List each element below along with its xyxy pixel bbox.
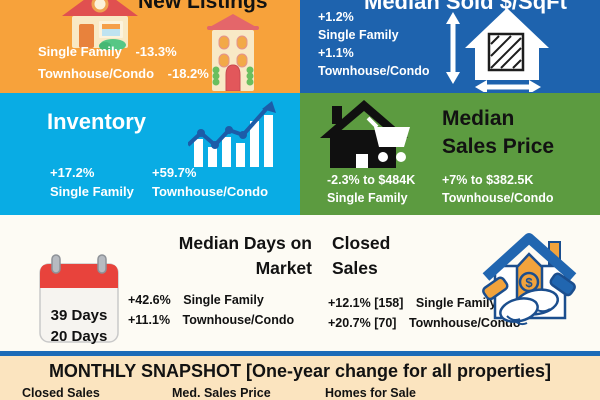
inventory-title: Inventory [47, 109, 147, 134]
panel-inventory: Inventory +17.2% Single Family +59.7% To… [0, 93, 300, 215]
stat-value: +59.7% [152, 165, 197, 180]
footer-col-med-sales-price: Med. Sales Price [172, 386, 271, 400]
stat-label: Single Family [183, 293, 264, 307]
sqft-stat-single-family: +1.2% Single Family [318, 10, 399, 43]
stat-label: Townhouse/Condo [38, 66, 155, 81]
inventory-stat-single-family: +17.2% Single Family [50, 165, 134, 199]
inventory-stat-townhouse: +59.7% Townhouse/Condo [152, 165, 268, 199]
stat-label: Single Family [327, 191, 408, 205]
closed-stat-townhouse: +20.7% [70] Townhouse/Condo [328, 316, 521, 330]
stat-label: Townhouse/Condo [182, 313, 295, 327]
svg-text:$: $ [525, 275, 533, 290]
sold-house-handshake-icon: $ [482, 233, 577, 326]
panel-new-listings: New Listings Single Family -13.3% Townho… [0, 0, 300, 93]
closed-sales-title: Closed Sales [332, 233, 391, 279]
footer-col-homes-for-sale: Homes for Sale [325, 386, 417, 400]
days-stat-townhouse: +11.1% Townhouse/Condo [128, 313, 294, 327]
house-icon [62, 0, 138, 50]
stat-label: Townhouse/Condo [442, 191, 554, 205]
stat-value: +7% to $382.5K [442, 173, 534, 187]
price-stat-single-family: -2.3% to $484K Single Family [327, 173, 415, 206]
price-stat-townhouse: +7% to $382.5K Townhouse/Condo [442, 173, 554, 206]
calendar-icon [39, 254, 119, 343]
stat-value: +11.1% [128, 313, 171, 327]
stat-value: +1.1% [318, 46, 354, 60]
days-stat-single-family: +42.6% Single Family [128, 293, 264, 307]
stat-value: +42.6% [128, 293, 171, 307]
footer-col-closed-sales: Closed Sales [22, 386, 100, 400]
bottom-stats-row: 39 Days 20 Days Median Days on Market +4… [0, 215, 600, 351]
calendar-days-townhouse: 20 Days [50, 328, 108, 345]
monthly-snapshot-footer: MONTHLY SNAPSHOT [One-year change for al… [0, 356, 600, 400]
median-sales-price-title: Median Sales Price [442, 107, 555, 159]
new-listings-title: New Listings [138, 0, 268, 13]
median-days-title: Median Days on Market [178, 233, 312, 279]
stat-value: +17.2% [50, 165, 95, 180]
calendar-days-single-family: 39 Days [50, 307, 108, 324]
new-listings-stat-townhouse: Townhouse/Condo -18.2% [38, 66, 209, 82]
footer-divider-line [0, 351, 600, 356]
new-listings-stat-single-family: Single Family -13.3% [38, 44, 177, 60]
stat-value: +20.7% [70] [328, 316, 397, 330]
house-measure-icon [446, 8, 549, 92]
bar-chart-trend-icon [188, 101, 276, 167]
stat-label: Townhouse/Condo [318, 64, 430, 78]
stat-value: -13.3% [135, 44, 177, 59]
sqft-stat-townhouse: +1.1% Townhouse/Condo [318, 46, 430, 79]
panel-median-sales-price: Median Sales Price -2.3% to $484K Single… [300, 93, 600, 215]
panel-median-sold-sqft: Median Sold $/SqFt +1.2% Single Family +… [300, 0, 600, 93]
stat-value: +1.2% [318, 10, 354, 24]
stat-value: -18.2% [167, 66, 209, 81]
stat-label: Single Family [415, 296, 497, 310]
stat-label: Townhouse/Condo [152, 183, 269, 199]
house-cart-icon [320, 100, 410, 168]
stat-value: -2.3% to $484K [327, 173, 416, 187]
monthly-snapshot-title: MONTHLY SNAPSHOT [One-year change for al… [48, 361, 552, 381]
median-sold-sqft-title: Median Sold $/SqFt [364, 0, 567, 14]
stat-label: Single Family [318, 28, 399, 42]
stat-label: Single Family [50, 183, 134, 199]
stat-value: +12.1% [158] [328, 296, 404, 310]
stat-label: Single Family [38, 44, 122, 59]
closed-stat-single-family: +12.1% [158] Single Family [328, 296, 496, 310]
townhouse-icon [207, 14, 259, 91]
stat-label: Townhouse/Condo [408, 316, 521, 330]
